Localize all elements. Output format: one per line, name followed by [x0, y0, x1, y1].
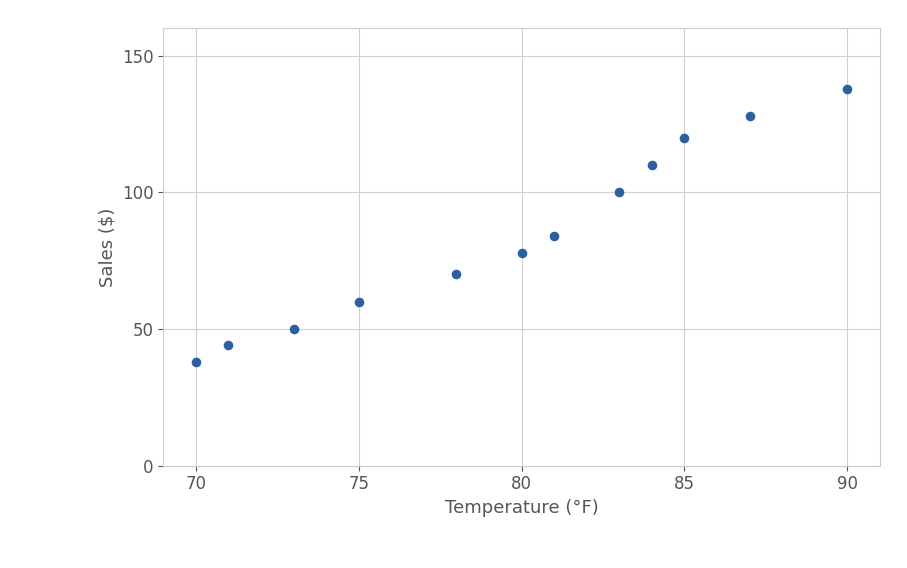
Point	[449, 270, 463, 279]
Point	[514, 248, 529, 257]
X-axis label: Temperature (°F): Temperature (°F)	[444, 499, 599, 517]
Point	[612, 188, 627, 197]
Point	[351, 297, 366, 306]
Point	[189, 357, 203, 366]
Point	[645, 161, 659, 170]
Point	[221, 341, 236, 350]
Point	[840, 84, 854, 93]
Point	[678, 133, 692, 142]
Point	[547, 232, 561, 241]
Point	[287, 324, 301, 333]
Point	[742, 111, 756, 120]
Y-axis label: Sales ($): Sales ($)	[98, 207, 116, 287]
